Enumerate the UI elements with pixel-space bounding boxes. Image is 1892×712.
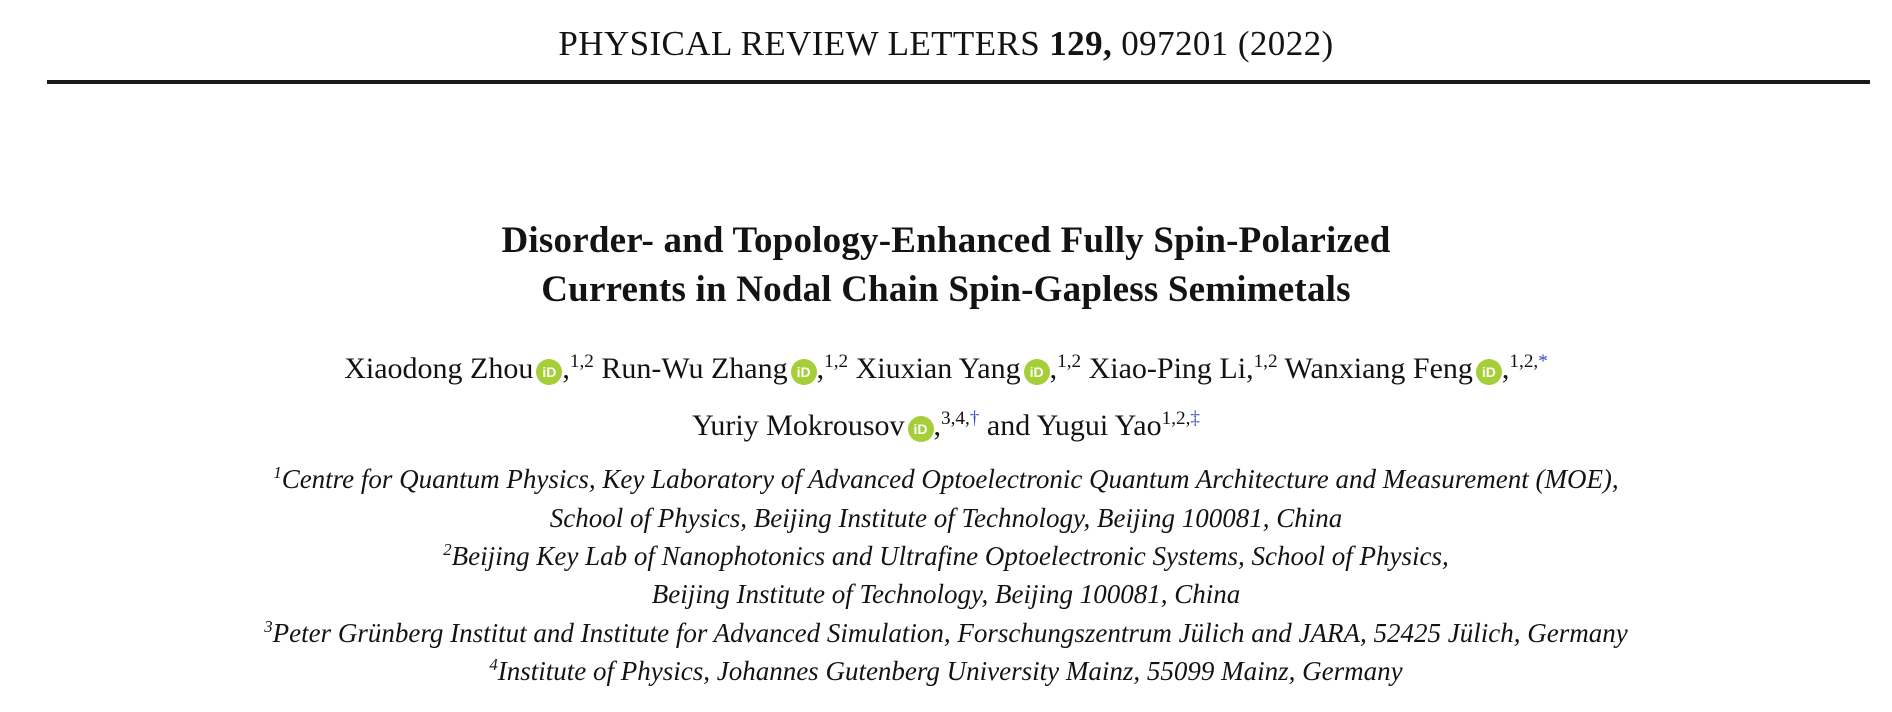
journal-name: PHYSICAL REVIEW LETTERS	[558, 24, 1041, 63]
author: Xiao-Ping Li,1,2	[1088, 351, 1278, 386]
author-name: Xiao-Ping Li	[1088, 352, 1247, 386]
affiliation-list: 1Centre for Quantum Physics, Key Laborat…	[0, 460, 1892, 690]
journal-volume: 129,	[1049, 24, 1113, 63]
journal-article-number: 097201	[1121, 24, 1229, 63]
author: Run-Wu Zhang iD ,1,2	[601, 351, 849, 386]
journal-header: PHYSICAL REVIEW LETTERS 129, 097201 (202…	[0, 0, 1892, 64]
journal-year: (2022)	[1237, 24, 1334, 63]
author-name: Xiuxian Yang	[855, 352, 1021, 386]
author-affiliation-superscript: 1,2,*	[1509, 351, 1548, 373]
orcid-icon[interactable]: iD	[1023, 359, 1050, 386]
author-affiliation-superscript: 1,2	[824, 351, 849, 373]
author-name: Run-Wu Zhang	[601, 352, 788, 386]
orcid-icon[interactable]: iD	[790, 359, 817, 386]
footnote-symbol-link[interactable]: *	[1538, 351, 1548, 373]
author-affiliation-superscript: 1,2	[1253, 351, 1278, 373]
paper-title-line2: Currents in Nodal Chain Spin-Gapless Sem…	[541, 269, 1351, 311]
affiliation-line: 1Centre for Quantum Physics, Key Laborat…	[273, 463, 1619, 495]
affiliation-line: School of Physics, Beijing Institute of …	[549, 502, 1343, 533]
author-list: Xiaodong Zhou iD ,1,2 Run-Wu Zhang iD ,1,2 X…	[0, 340, 1892, 454]
affiliation-line: 4Institute of Physics, Johannes Gutenber…	[489, 655, 1403, 687]
author-affiliation-superscript: 1,2	[1057, 351, 1082, 373]
author: and Yugui Yao1,2,‡	[986, 408, 1200, 443]
author-line-2: Yuriy Mokrousov iD ,3,4,† and Yugui Yao1,2…	[0, 397, 1892, 454]
author-affiliation-superscript: 3,4,†	[941, 408, 980, 430]
footnote-symbol-link[interactable]: ‡	[1190, 408, 1200, 430]
paper-title-line1: Disorder- and Topology-Enhanced Fully Sp…	[501, 220, 1391, 261]
header-rule	[47, 80, 1870, 84]
affiliation-number: 1	[273, 463, 282, 483]
affiliation-line: 2Beijing Key Lab of Nanophotonics and Ul…	[443, 540, 1449, 572]
author-affiliation-superscript: 1,2,‡	[1161, 408, 1200, 430]
paper-title: Disorder- and Topology-Enhanced Fully Sp…	[0, 216, 1892, 314]
author-name: Wanxiang Feng	[1284, 352, 1473, 386]
author-name: Yuriy Mokrousov	[691, 409, 905, 443]
orcid-icon[interactable]: iD	[536, 359, 563, 386]
orcid-icon[interactable]: iD	[907, 416, 934, 443]
author-line-1: Xiaodong Zhou iD ,1,2 Run-Wu Zhang iD ,1,2 X…	[0, 340, 1892, 397]
affiliation-number: 4	[489, 655, 498, 675]
affiliation-number: 3	[264, 616, 273, 636]
author: Wanxiang Feng iD ,1,2,*	[1284, 351, 1548, 386]
affiliation-line: Beijing Institute of Technology, Beijing…	[651, 579, 1241, 610]
author-affiliation-superscript: 1,2	[569, 351, 594, 373]
affiliation-line: 3Peter Grünberg Institut and Institute f…	[264, 616, 1628, 648]
footnote-symbol-link[interactable]: †	[969, 408, 980, 430]
author-name: Yugui Yao	[1036, 409, 1162, 443]
orcid-icon[interactable]: iD	[1475, 359, 1502, 386]
author: Yuriy Mokrousov iD ,3,4,†	[691, 408, 980, 443]
affiliation-number: 2	[443, 540, 452, 560]
author: Xiaodong Zhou iD ,1,2	[344, 351, 594, 386]
author-name: Xiaodong Zhou	[344, 352, 534, 386]
author: Xiuxian Yang iD ,1,2	[855, 351, 1082, 386]
